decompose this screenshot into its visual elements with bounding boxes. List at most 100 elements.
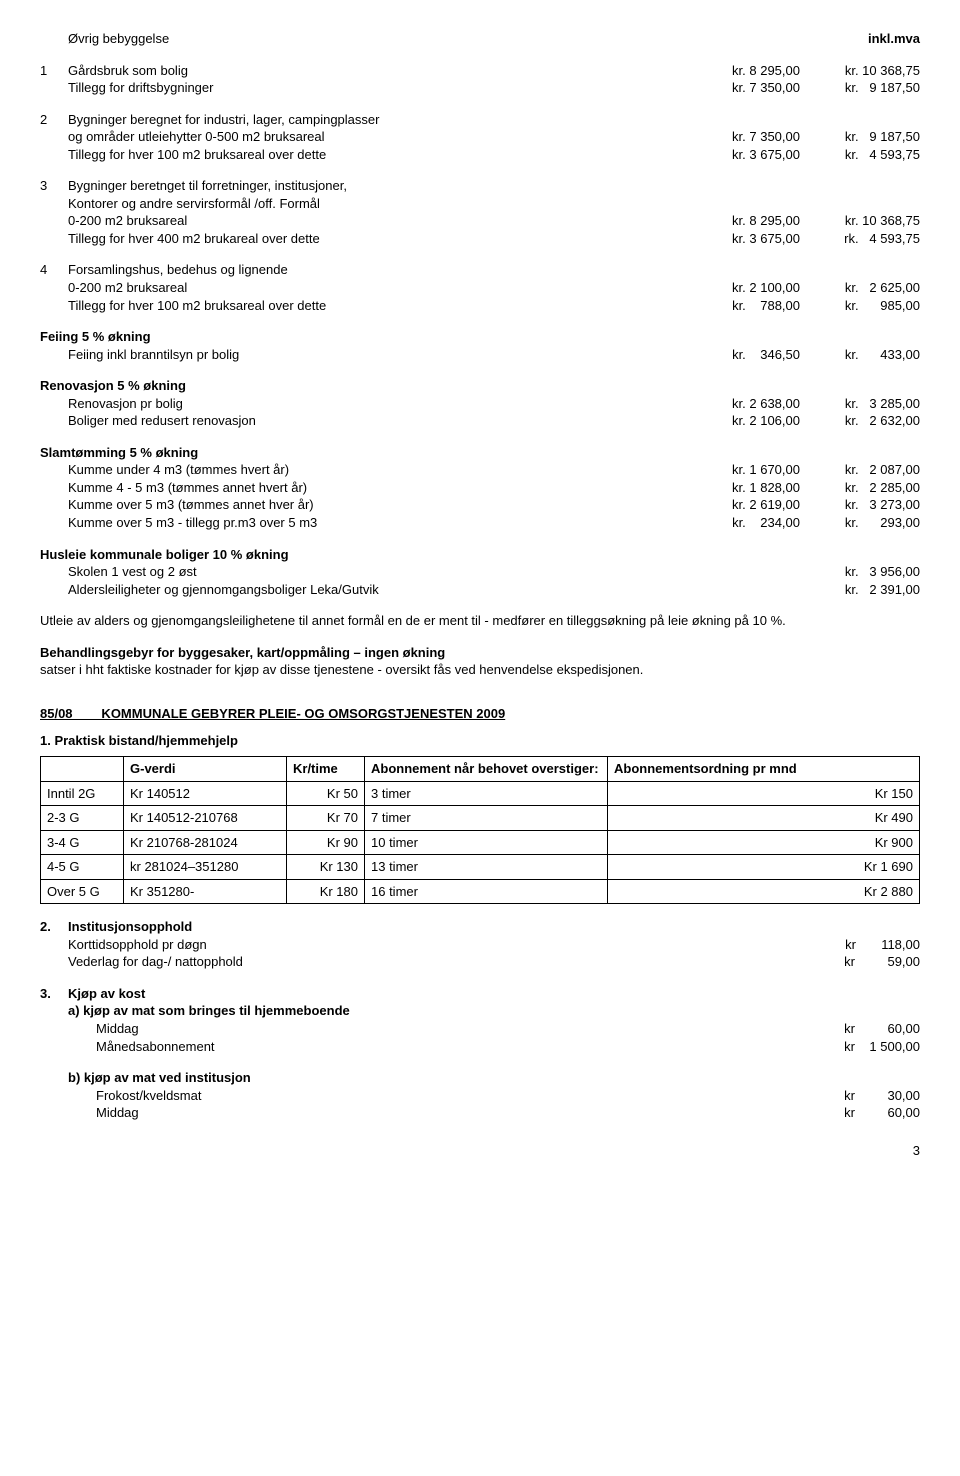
amount-b: kr. 2 087,00 bbox=[800, 461, 920, 479]
list-item: Kumme under 4 m3 (tømmes hvert år)kr. 1 … bbox=[40, 461, 920, 479]
section-number: 3 bbox=[40, 177, 68, 195]
table-cell: Kr 130 bbox=[287, 855, 365, 880]
amount-b: kr. 985,00 bbox=[800, 297, 920, 315]
table-cell: Kr 140512 bbox=[124, 781, 287, 806]
amount-b: kr. 2 285,00 bbox=[800, 479, 920, 497]
list-item: Tillegg for hver 100 m2 bruksareal over … bbox=[40, 297, 920, 315]
table-row: 4-5 Gkr 281024–351280Kr 13013 timerKr 1 … bbox=[41, 855, 920, 880]
amount-b: kr 30,00 bbox=[760, 1087, 920, 1105]
top-sections: 1Gårdsbruk som boligkr. 8 295,00kr. 10 3… bbox=[40, 62, 920, 315]
list-item: 0-200 m2 bruksarealkr. 2 100,00kr. 2 625… bbox=[40, 279, 920, 297]
amount-b: kr. 3 285,00 bbox=[800, 395, 920, 413]
amount-a: kr. 1 828,00 bbox=[680, 479, 800, 497]
line-label: Frokost/kveldsmat bbox=[68, 1087, 760, 1105]
table-cell: 16 timer bbox=[365, 879, 608, 904]
list-item: Kontorer og andre servirsformål /off. Fo… bbox=[40, 195, 920, 213]
amount-b: kr 60,00 bbox=[760, 1020, 920, 1038]
line-label: Boliger med redusert renovasjon bbox=[68, 412, 680, 430]
amount-b: kr. 10 368,75 bbox=[800, 212, 920, 230]
amount-b: kr. 9 187,50 bbox=[800, 128, 920, 146]
line-label: Skolen 1 vest og 2 øst bbox=[68, 563, 680, 581]
line-label: Kumme over 5 m3 (tømmes annet hver år) bbox=[68, 496, 680, 514]
list-item: Middagkr 60,00 bbox=[40, 1104, 920, 1122]
table-cell: Kr 1 690 bbox=[608, 855, 920, 880]
amount-a: kr. 2 638,00 bbox=[680, 395, 800, 413]
table-cell: Over 5 G bbox=[41, 879, 124, 904]
table-cell: Kr 180 bbox=[287, 879, 365, 904]
line-label: og områder utleiehytter 0-500 m2 bruksar… bbox=[68, 128, 680, 146]
amount-b: kr. 3 956,00 bbox=[800, 563, 920, 581]
amount-a: kr. 8 295,00 bbox=[680, 212, 800, 230]
amount-a: kr. 2 106,00 bbox=[680, 412, 800, 430]
section-number: 4 bbox=[40, 261, 68, 279]
page: Øvrig bebyggelse inkl.mva 1Gårdsbruk som… bbox=[0, 0, 960, 1199]
line-label: Månedsabonnement bbox=[68, 1038, 760, 1056]
line-label: Bygninger beregnet for industri, lager, … bbox=[68, 111, 680, 129]
amount-a: kr. 2 100,00 bbox=[680, 279, 800, 297]
list-item: og områder utleiehytter 0-500 m2 bruksar… bbox=[40, 128, 920, 146]
table-cell: Inntil 2G bbox=[41, 781, 124, 806]
table-cell: Kr 150 bbox=[608, 781, 920, 806]
amount-b bbox=[800, 177, 920, 195]
amount-b bbox=[800, 111, 920, 129]
line-label: 0-200 m2 bruksareal bbox=[68, 279, 680, 297]
amount-a: kr. 3 675,00 bbox=[680, 230, 800, 248]
subsection-title: a) kjøp av mat som bringes til hjemmeboe… bbox=[68, 1002, 920, 1020]
line-label: Korttidsopphold pr døgn bbox=[68, 936, 760, 954]
amount-b: kr. 10 368,75 bbox=[800, 62, 920, 80]
table-cell: 3 timer bbox=[365, 781, 608, 806]
top-title: Øvrig bebyggelse bbox=[68, 30, 680, 48]
section-number: 1 bbox=[40, 62, 68, 80]
husleie-note: Utleie av alders og gjenomgangsleilighet… bbox=[40, 612, 920, 630]
table-row: Over 5 GKr 351280-Kr 18016 timerKr 2 880 bbox=[41, 879, 920, 904]
amount-a: kr. 7 350,00 bbox=[680, 128, 800, 146]
amount-a bbox=[680, 563, 800, 581]
line-label: Tillegg for driftsbygninger bbox=[68, 79, 680, 97]
amount-b: kr 59,00 bbox=[760, 953, 920, 971]
table-cell: Kr 2 880 bbox=[608, 879, 920, 904]
block-kost: 3.Kjøp av kosta) kjøp av mat som bringes… bbox=[40, 985, 920, 1122]
page-number: 3 bbox=[40, 1142, 920, 1160]
amount-b: kr. 9 187,50 bbox=[800, 79, 920, 97]
amount-a: kr. 234,00 bbox=[680, 514, 800, 532]
list-item: Kumme over 5 m3 (tømmes annet hver år)kr… bbox=[40, 496, 920, 514]
line-label: Feiing inkl branntilsyn pr bolig bbox=[68, 346, 680, 364]
line-label: Forsamlingshus, bedehus og lignende bbox=[68, 261, 680, 279]
list-item: Renovasjon pr boligkr. 2 638,00kr. 3 285… bbox=[40, 395, 920, 413]
list-item: Tillegg for driftsbygningerkr. 7 350,00k… bbox=[40, 79, 920, 97]
amount-a: kr. 7 350,00 bbox=[680, 79, 800, 97]
list-item: 3Bygninger beretnget til forretninger, i… bbox=[40, 177, 920, 195]
list-item: Månedsabonnementkr 1 500,00 bbox=[40, 1038, 920, 1056]
section-number: 2 bbox=[40, 111, 68, 129]
block-title: Feiing 5 % økning bbox=[40, 328, 920, 346]
table-cell: Kr 90 bbox=[287, 830, 365, 855]
block-title: Slamtømming 5 % økning bbox=[40, 444, 920, 462]
list-item: Vederlag for dag-/ nattoppholdkr 59,00 bbox=[40, 953, 920, 971]
list-item: Korttidsopphold pr døgnkr 118,00 bbox=[40, 936, 920, 954]
amount-b: kr. 2 632,00 bbox=[800, 412, 920, 430]
line-label: Aldersleiligheter og gjennomgangsboliger… bbox=[68, 581, 680, 599]
amount-a: kr. 8 295,00 bbox=[680, 62, 800, 80]
block-husleie: Husleie kommunale boliger 10 % økningSko… bbox=[40, 546, 920, 599]
amount-b: kr. 293,00 bbox=[800, 514, 920, 532]
amount-b: kr. 2 391,00 bbox=[800, 581, 920, 599]
amount-b: kr 118,00 bbox=[760, 936, 920, 954]
block-inst: 2.InstitusjonsoppholdKorttidsopphold pr … bbox=[40, 918, 920, 971]
table-cell: 2-3 G bbox=[41, 806, 124, 831]
inkl-mva: inkl.mva bbox=[800, 30, 920, 48]
table-cell: 13 timer bbox=[365, 855, 608, 880]
table-cell: Kr 900 bbox=[608, 830, 920, 855]
list-item: Aldersleiligheter og gjennomgangsboliger… bbox=[40, 581, 920, 599]
table-cell: 10 timer bbox=[365, 830, 608, 855]
table-cell: Kr 70 bbox=[287, 806, 365, 831]
amount-b bbox=[800, 261, 920, 279]
amount-b: kr 60,00 bbox=[760, 1104, 920, 1122]
amount-b: kr. 433,00 bbox=[800, 346, 920, 364]
block-feie: Feiing 5 % økningFeiing inkl branntilsyn… bbox=[40, 328, 920, 363]
table-cell: Kr 210768-281024 bbox=[124, 830, 287, 855]
table-row: 3-4 GKr 210768-281024Kr 9010 timerKr 900 bbox=[41, 830, 920, 855]
amount-b bbox=[800, 195, 920, 213]
line-label: Tillegg for hver 100 m2 bruksareal over … bbox=[68, 146, 680, 164]
list-item: Frokost/kveldsmatkr 30,00 bbox=[40, 1087, 920, 1105]
table-header: Kr/time bbox=[287, 756, 365, 781]
